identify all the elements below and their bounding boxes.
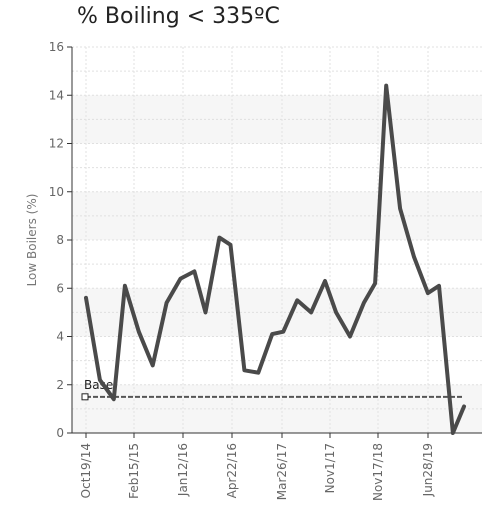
x-tick-label: Jan12/16 — [176, 443, 190, 497]
data-point — [229, 243, 232, 247]
x-tick-label: Jun28/19 — [421, 443, 435, 497]
data-point — [151, 363, 155, 367]
vertical-grid — [85, 47, 429, 433]
data-point — [348, 335, 352, 338]
x-tick-label: Apr22/16 — [225, 443, 239, 498]
data-point — [217, 236, 221, 240]
x-tick-label: Mar26/17 — [275, 443, 289, 500]
data-point — [256, 371, 260, 375]
x-tick-label: Nov17/18 — [371, 443, 385, 501]
base-marker — [81, 393, 89, 401]
horizontal-grid — [72, 46, 482, 434]
data-point — [112, 397, 116, 401]
data-point — [270, 332, 274, 336]
series-line-low-boilers — [84, 83, 466, 435]
data-point — [204, 310, 207, 314]
data-point — [362, 301, 366, 305]
x-tick-label: Oct19/14 — [79, 443, 93, 498]
data-point — [323, 279, 327, 283]
y-tick-label: 12 — [49, 137, 64, 151]
y-tick-label: 14 — [49, 88, 64, 102]
data-point — [426, 291, 430, 295]
data-point — [334, 310, 338, 314]
data-point — [412, 255, 416, 259]
series-layer: Base — [81, 83, 466, 435]
data-point — [281, 330, 285, 334]
data-point — [462, 405, 466, 408]
y-tick-label: 10 — [49, 185, 64, 199]
x-axis-ticks: Oct19/14 Feb15/15 Jan12/16 Apr22/16 Mar26/17… — [79, 433, 435, 501]
y-tick-label: 8 — [56, 233, 64, 247]
y-tick-label: 6 — [56, 281, 64, 295]
y-axis-ticks: 0 2 4 6 8 10 12 14 16 — [49, 40, 72, 440]
data-point — [437, 284, 441, 288]
data-point — [165, 301, 169, 305]
y-axis-title: Low Boilers (%) — [25, 194, 39, 287]
chart-title: % Boiling < 335ºC — [77, 4, 280, 29]
y-tick-label: 0 — [56, 426, 64, 440]
y-tick-label: 16 — [49, 40, 64, 54]
data-point — [451, 431, 455, 435]
y-tick-label: 4 — [56, 330, 64, 344]
data-point — [398, 207, 402, 211]
x-tick-label: Nov1/17 — [323, 443, 337, 493]
data-point — [295, 298, 299, 302]
data-point — [192, 269, 196, 273]
data-point — [98, 378, 102, 382]
data-point — [242, 368, 246, 372]
data-point — [137, 330, 141, 334]
data-point — [179, 277, 182, 281]
data-point — [384, 84, 388, 88]
y-tick-label: 2 — [56, 378, 64, 392]
data-point — [84, 296, 88, 300]
x-tick-label: Feb15/15 — [127, 443, 141, 499]
data-point — [373, 281, 377, 285]
data-point — [309, 310, 313, 314]
data-point — [123, 284, 127, 288]
